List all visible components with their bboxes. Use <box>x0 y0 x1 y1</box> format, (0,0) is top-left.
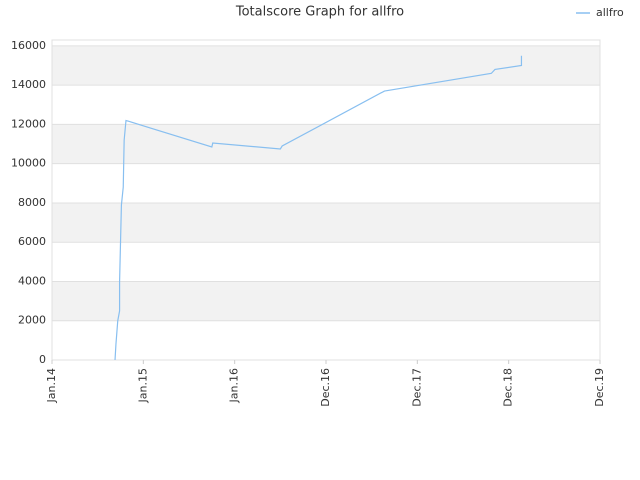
y-tick-label: 8000 <box>18 196 46 209</box>
y-tick-label: 16000 <box>11 39 46 52</box>
x-tick-label: Dec.18 <box>502 368 515 407</box>
x-tick-label: Dec.17 <box>410 368 423 407</box>
grid-band <box>52 45 600 86</box>
y-tick-label: 4000 <box>18 274 46 287</box>
x-tick-label: Jan.15 <box>136 368 149 403</box>
x-tick-label: Jan.14 <box>45 368 58 403</box>
y-tick-label: 6000 <box>18 235 46 248</box>
y-tick-label: 2000 <box>18 314 46 327</box>
y-tick-label: 14000 <box>11 78 46 91</box>
x-tick-label: Jan.16 <box>228 368 241 403</box>
y-tick-label: 12000 <box>11 117 46 130</box>
x-tick-label: Dec.19 <box>593 368 606 407</box>
grid-band <box>52 202 600 243</box>
x-tick-label: Dec.16 <box>319 368 332 407</box>
grid-band <box>52 124 600 164</box>
legend-label: allfro <box>596 6 624 19</box>
y-tick-label: 10000 <box>11 157 46 170</box>
chart-title: Totalscore Graph for allfro <box>235 5 404 20</box>
line <box>114 55 523 361</box>
y-tick-label: 0 <box>39 353 46 366</box>
grid-band <box>52 281 600 321</box>
